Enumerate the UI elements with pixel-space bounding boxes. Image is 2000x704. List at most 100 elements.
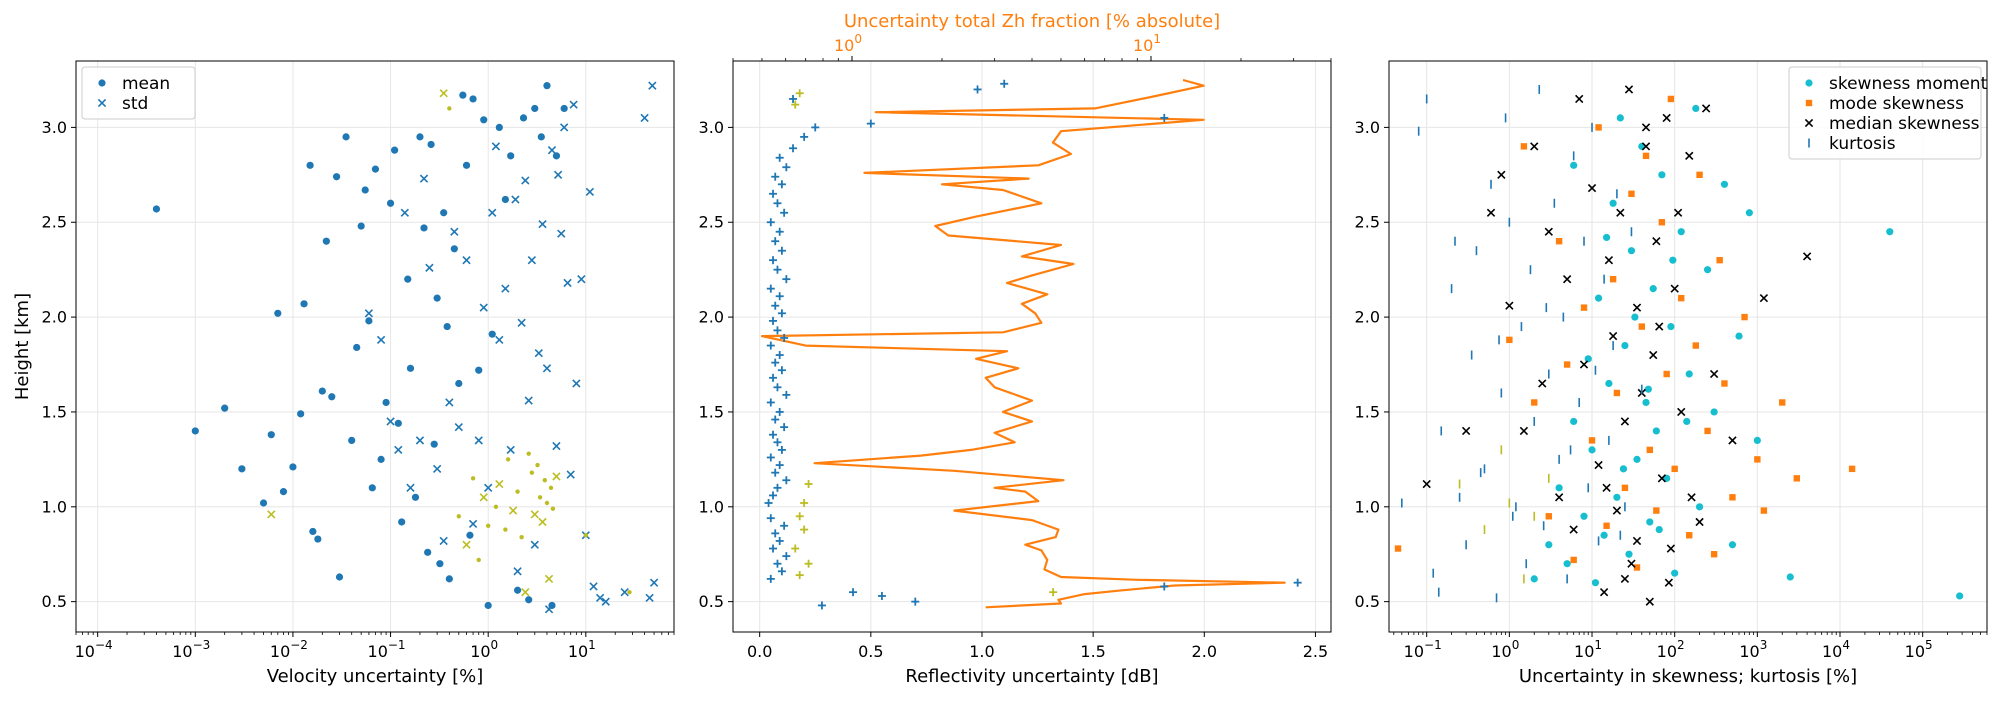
- gridlines: [1389, 61, 1987, 632]
- data-point: [493, 504, 499, 509]
- data-point: [1653, 507, 1660, 514]
- data-point: [771, 172, 780, 181]
- data-point: [191, 427, 199, 435]
- data-point: [777, 445, 786, 454]
- data-point: [769, 491, 778, 500]
- data-point: [238, 465, 246, 473]
- data-point: [583, 533, 589, 538]
- x-tick-label: 101: [568, 638, 596, 661]
- data-point: [462, 161, 471, 169]
- data-point: [406, 364, 415, 372]
- data-point: [515, 489, 520, 494]
- data-point: [1687, 493, 1696, 502]
- data-point: [377, 455, 385, 463]
- data-point: [1621, 484, 1629, 492]
- data-point: [521, 587, 530, 597]
- data-marks: [1394, 84, 1964, 606]
- data-point: [1720, 180, 1729, 188]
- x-tick-label: 102: [1657, 638, 1685, 661]
- data-point: [766, 574, 775, 583]
- data-point: [455, 379, 463, 388]
- data-point: [769, 256, 778, 265]
- data-point: [775, 461, 784, 470]
- data-point: [627, 589, 632, 595]
- x-axis-label: Velocity uncertainty [%]: [267, 666, 484, 687]
- axes: 0.51.01.52.02.53.010−4 10−3 10−2 10−1 100 101: [42, 60, 675, 661]
- data-point: [773, 326, 782, 335]
- data-point: [649, 578, 659, 587]
- data-point: [427, 140, 435, 149]
- x-tick-label: 105: [1905, 638, 1933, 661]
- data-point: [769, 544, 778, 553]
- data-point: [1741, 313, 1748, 321]
- data-point: [328, 393, 336, 401]
- data-point: [1646, 518, 1654, 526]
- data-point: [322, 237, 330, 245]
- data-point: [877, 591, 886, 600]
- data-point: [443, 322, 451, 331]
- reflectivity-panel: 0.5 1.0 1.5 2.0 2.5 3.0 0.0 0.5 1.0 1.5 2.0 2.5 100 1…: [699, 11, 1332, 687]
- data-point: [433, 294, 441, 302]
- x-tick-label: 1.5: [1080, 642, 1105, 661]
- y-axis-label: Height [km]: [12, 293, 33, 400]
- data-point: [1616, 208, 1625, 217]
- x-tick-label: 10−3: [172, 638, 210, 661]
- data-point: [1461, 426, 1471, 436]
- data-point: [314, 535, 322, 543]
- data-point: [771, 529, 780, 538]
- data-point: [517, 318, 526, 327]
- data-point: [800, 132, 809, 141]
- data-point: [531, 104, 539, 113]
- data-point: [1628, 190, 1635, 197]
- data-point: [782, 476, 791, 485]
- data-point: [524, 396, 533, 405]
- gridlines: [76, 61, 674, 632]
- data-point: [439, 536, 448, 546]
- data-point: [506, 445, 515, 455]
- axes-border: [1388, 60, 1988, 633]
- data-point: [1588, 437, 1596, 444]
- data-point: [488, 208, 497, 217]
- data-point: [1588, 446, 1596, 454]
- data-point: [1531, 399, 1538, 406]
- y-tick-label: 1.5: [42, 402, 67, 421]
- data-point: [1779, 399, 1786, 406]
- data-point: [1625, 550, 1633, 558]
- data-point: [771, 237, 780, 246]
- data-point: [508, 506, 518, 515]
- y-tick-label: 1.0: [699, 497, 724, 516]
- data-point: [547, 145, 557, 155]
- data-point: [1695, 517, 1704, 527]
- axes-border: [75, 60, 675, 633]
- data-point: [542, 478, 548, 483]
- data-point: [775, 351, 784, 360]
- data-point: [436, 560, 444, 568]
- data-point: [511, 195, 520, 204]
- data-point: [542, 364, 552, 373]
- data-point: [1669, 256, 1677, 264]
- data-point: [1760, 507, 1768, 514]
- data-point: [782, 552, 791, 561]
- data-point: [1710, 551, 1718, 558]
- velocity-panel: 0.51.01.52.02.53.010−4 10−3 10−2 10−1 100 101…: [12, 60, 675, 687]
- data-point: [620, 587, 629, 597]
- data-point: [1497, 170, 1506, 179]
- data-point: [577, 274, 586, 284]
- data-point: [1663, 474, 1671, 482]
- x-tick-label: 0.5: [858, 642, 883, 661]
- data-point: [1793, 475, 1800, 482]
- x-tick-label: 103: [1739, 638, 1767, 661]
- data-point: [1677, 228, 1685, 236]
- data-point: [526, 451, 531, 456]
- data-point: [1642, 152, 1650, 160]
- data-point: [538, 517, 547, 527]
- data-point: [1599, 587, 1609, 597]
- data-point: [544, 574, 554, 584]
- data-point: [1555, 238, 1563, 245]
- data-point: [394, 419, 402, 427]
- data-point: [501, 195, 509, 204]
- x-tick-exponent: 4: [1842, 638, 1850, 652]
- data-point: [1701, 104, 1711, 113]
- data-point: [544, 500, 550, 506]
- data-point: [1709, 369, 1719, 379]
